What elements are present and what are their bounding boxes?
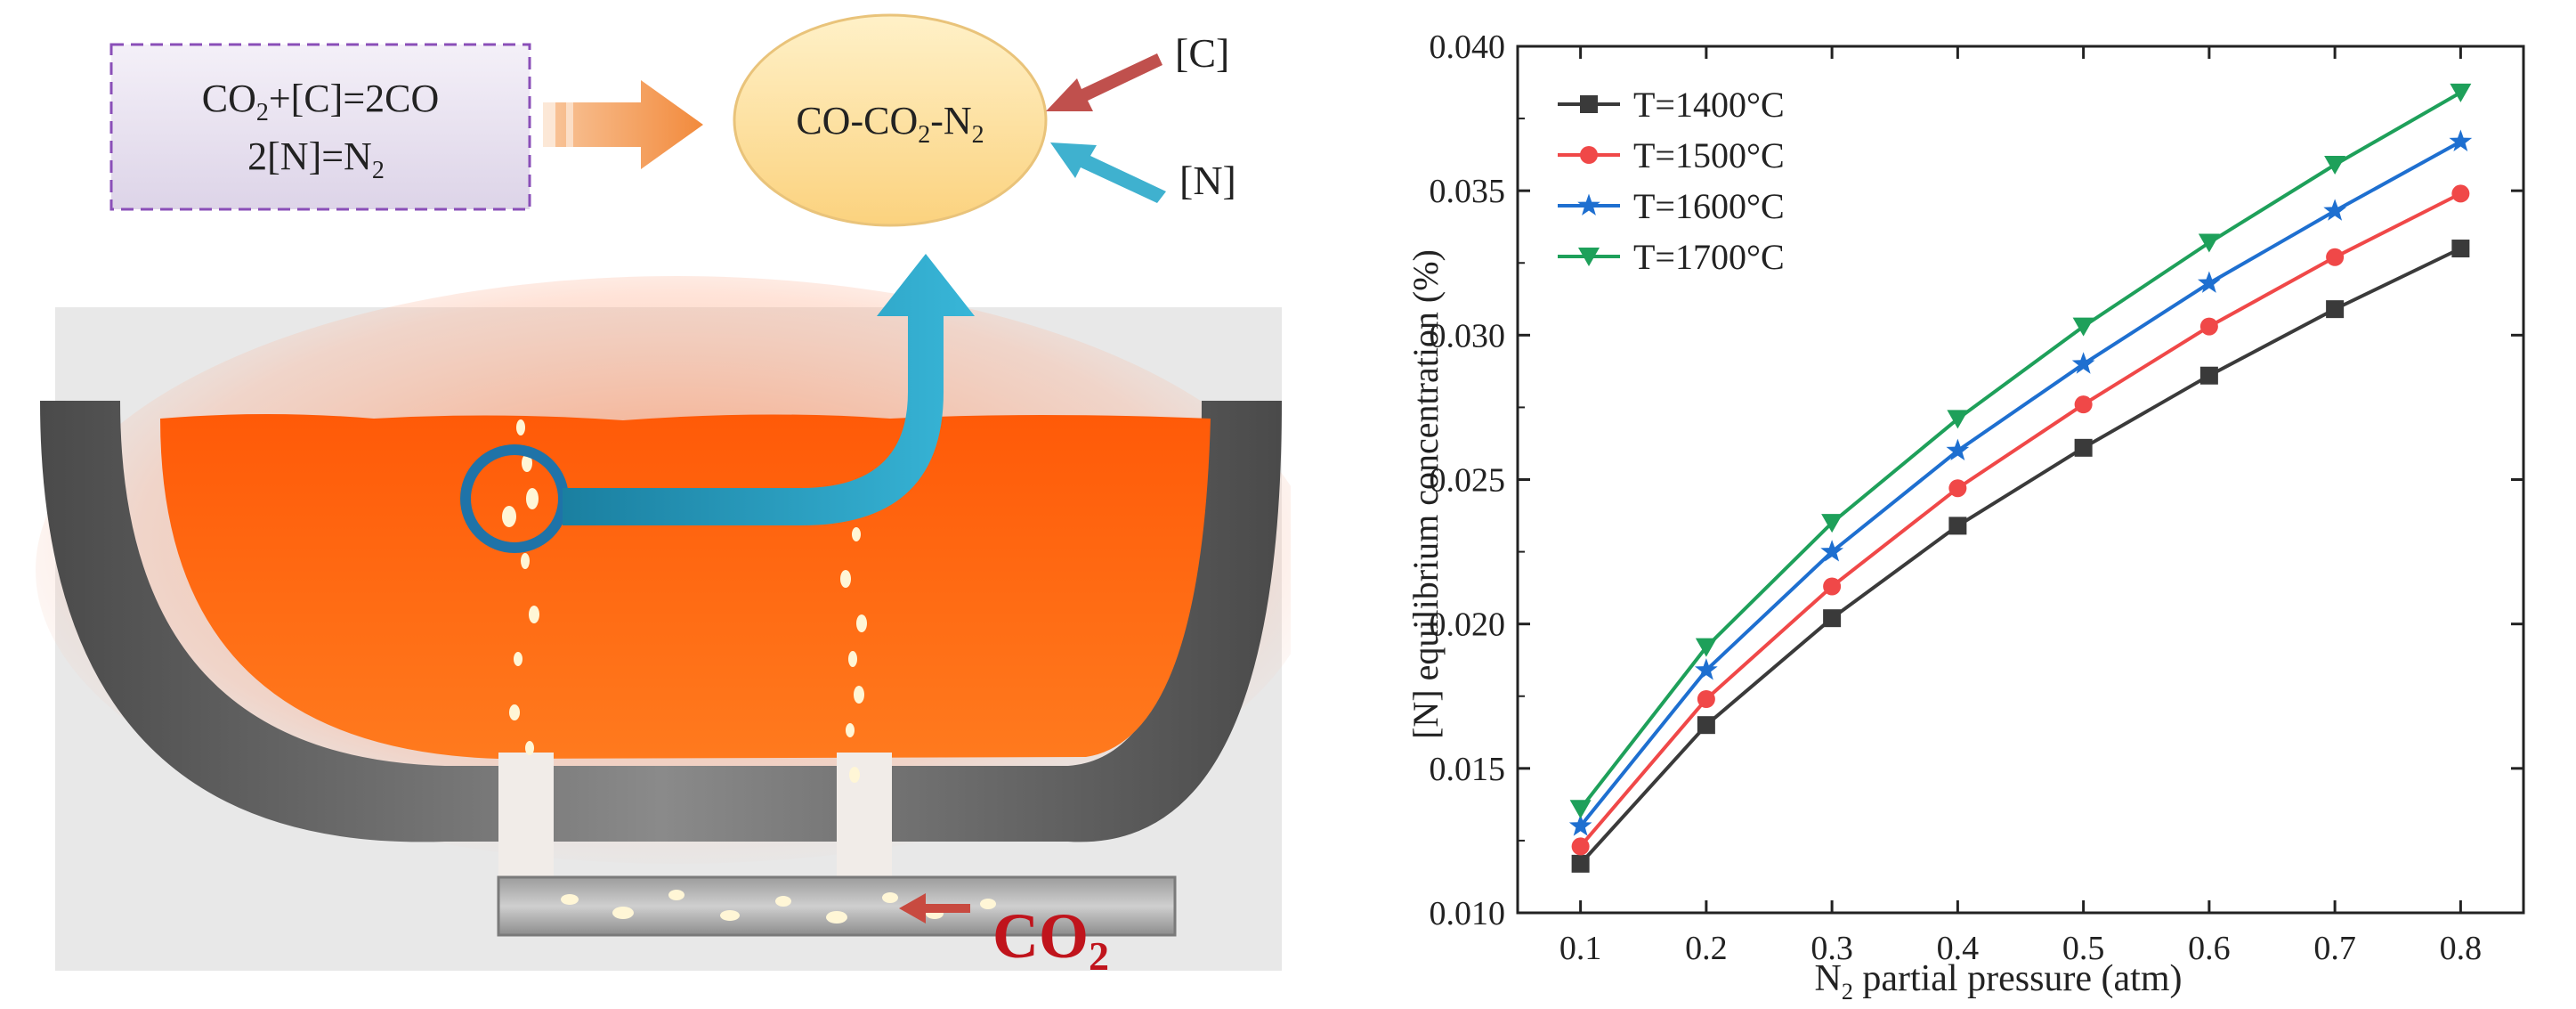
data-point (1695, 638, 1717, 657)
molten-steel (160, 414, 1211, 759)
data-point (2074, 395, 2093, 414)
y-tick-label: 0.035 (1430, 173, 1506, 210)
legend-marker (1577, 193, 1600, 216)
series-line-2 (1579, 191, 2462, 848)
x-tick-label: 0.8 (2440, 930, 2483, 967)
legend-marker (1578, 248, 1600, 266)
tuyere-left (498, 753, 554, 895)
y-tick-label: 0.025 (1430, 462, 1506, 500)
data-point (1568, 814, 1592, 836)
x-tick-label: 0.3 (1810, 930, 1853, 967)
data-point (1823, 577, 1842, 596)
data-point (2323, 199, 2346, 221)
y-tick-label: 0.010 (1430, 895, 1506, 932)
x-tick-label: 0.6 (2188, 930, 2231, 967)
gas-bubbles (502, 419, 996, 924)
data-point (2324, 155, 2346, 175)
legend-marker (1580, 95, 1598, 113)
gas-phase-label: CO-CO2-N2 (796, 99, 984, 149)
plot-area: 0.010 0.015 0.020 0.025 0.030 0.035 0.040 0.1 0.… (1430, 28, 2525, 967)
series-line-3 (1579, 140, 2462, 827)
legend-label: T=1700°C (1633, 237, 1785, 277)
y-axis-label: [N] equilibrium concentration (%) (1405, 249, 1446, 739)
data-point (2451, 184, 2470, 203)
legend-label: T=1400°C (1633, 85, 1785, 125)
nitrogen-concentration-chart: [N] equilibrium concentration (%) N2 par… (1405, 28, 2525, 1005)
data-point (1571, 837, 1590, 856)
legend-label: T=1500°C (1633, 135, 1785, 175)
y-tick-label: 0.020 (1430, 606, 1506, 644)
tuyere-right (837, 753, 892, 895)
feed-arrow (543, 80, 703, 169)
ladle-shell (40, 401, 1282, 842)
legend-marker (1580, 146, 1598, 164)
reaction-box (109, 43, 531, 211)
data-point (2074, 438, 2093, 457)
y-tick-label: 0.015 (1430, 751, 1506, 788)
gas-pipe (497, 875, 1177, 937)
legend-label: T=1600°C (1633, 186, 1785, 226)
gas-inlet-arrow (899, 893, 970, 924)
data-point (1821, 514, 1843, 533)
reaction-line-2: 2[N]=N2 (247, 134, 385, 184)
x-tick-label: 0.1 (1559, 930, 1602, 967)
product-flow-arrow (563, 254, 975, 525)
data-point (2072, 317, 2094, 337)
nitrogen-arrow (1050, 142, 1166, 203)
y-tick-label: 0.030 (1430, 317, 1506, 354)
data-point (1571, 854, 1590, 873)
y-tick-label: 0.040 (1430, 28, 1506, 66)
x-tick-label: 0.4 (1937, 930, 1980, 967)
plot-frame (1516, 45, 2525, 915)
data-point (2326, 248, 2345, 266)
carbon-label: [C] (1175, 30, 1229, 76)
data-point (2450, 83, 2472, 102)
x-tick-label: 0.7 (2313, 930, 2356, 967)
data-point (2449, 129, 2473, 151)
x-tick-label: 0.5 (2062, 930, 2105, 967)
data-point (1697, 689, 1715, 708)
data-point (2198, 271, 2221, 293)
data-point (1569, 800, 1592, 819)
data-point (2071, 352, 2095, 374)
carbon-arrow (1046, 53, 1162, 111)
reaction-line-1: CO2+[C]=2CO (202, 77, 440, 126)
data-point (2451, 240, 2470, 258)
nitrogen-label: [N] (1179, 158, 1236, 203)
gas-phase-bubble (733, 13, 1048, 227)
data-point (1695, 658, 1718, 680)
data-point (2199, 366, 2218, 385)
gas-inlet-label: CO2 (992, 900, 1109, 979)
data-point (2198, 233, 2220, 253)
series-line-4 (1579, 91, 2462, 810)
data-point (2326, 300, 2345, 319)
data-point (1948, 517, 1967, 535)
data-point (2199, 317, 2218, 336)
series-line-1 (1579, 247, 2462, 866)
data-point (1947, 410, 1969, 429)
data-point (1948, 479, 1967, 498)
data-point (1823, 609, 1842, 628)
data-point (1946, 438, 1970, 460)
data-point (1697, 716, 1715, 735)
x-axis-label: N2 partial pressure (atm) (1814, 958, 2182, 1005)
data-point (1820, 540, 1843, 562)
x-tick-label: 0.2 (1685, 930, 1728, 967)
ladle-schematic: CO2 CO2+[C]=2CO 2[N]=N2 CO-CO2-N2 [C] [N… (36, 13, 1291, 979)
